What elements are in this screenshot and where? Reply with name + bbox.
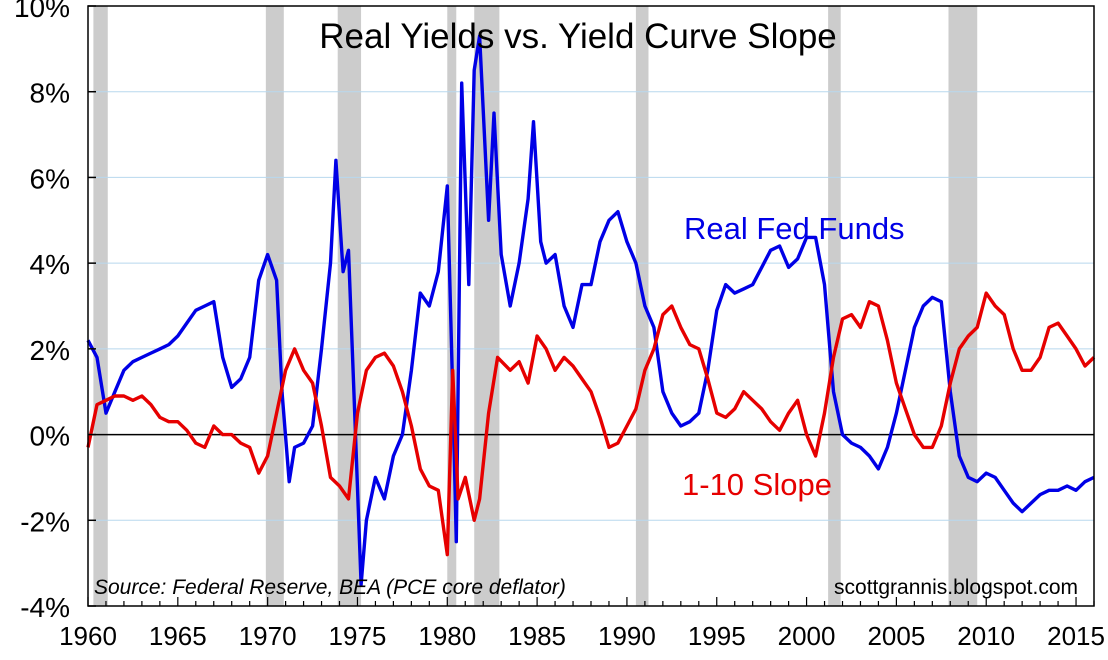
x-tick-label: 1985 (508, 621, 566, 651)
x-tick-label: 2015 (1047, 621, 1105, 651)
y-tick-label: 6% (30, 163, 70, 194)
y-tick-label: 0% (30, 421, 70, 452)
x-tick-label: 1970 (239, 621, 297, 651)
x-tick-label: 1975 (329, 621, 387, 651)
y-tick-label: 10% (14, 0, 70, 23)
x-tick-label: 1960 (59, 621, 117, 651)
recession-band (948, 6, 978, 606)
y-tick-label: 8% (30, 78, 70, 109)
y-tick-label: 4% (30, 249, 70, 280)
series-label-real-fed-funds: Real Fed Funds (684, 211, 905, 246)
x-tick-label: 2005 (867, 621, 925, 651)
y-tick-label: -4% (20, 592, 70, 623)
series-line (86, 34, 1095, 587)
series-lines (86, 34, 1096, 587)
series-line (86, 291, 1096, 557)
y-tick-label: -2% (20, 506, 70, 537)
x-tick-label: 1995 (688, 621, 746, 651)
gridlines (88, 91, 1094, 521)
x-tick-label: 2010 (957, 621, 1015, 651)
source-note: Source: Federal Reserve, BEA (PCE core d… (94, 576, 566, 599)
recession-band (828, 6, 841, 606)
recession-band (635, 6, 649, 606)
chart-title: Real Yields vs. Yield Curve Slope (319, 17, 837, 56)
y-axis-ticks: -4% -2% 0% 2% 4% 6% 8% 10% (14, 0, 96, 623)
recession-band (474, 6, 500, 606)
y-tick-label: 2% (30, 335, 70, 366)
series-label-1-10-slope: 1-10 Slope (682, 467, 832, 502)
x-axis-ticks: 1960 1965 1970 1975 1980 1985 1990 1995 2000 2005… (59, 597, 1105, 651)
x-tick-label: 1965 (149, 621, 207, 651)
credit-text: scottgrannis.blogspot.com (834, 576, 1078, 599)
x-tick-label: 1990 (598, 621, 656, 651)
recession-band (93, 6, 108, 606)
recession-band (265, 6, 284, 606)
x-tick-label: 1980 (418, 621, 476, 651)
x-tick-label: 2000 (778, 621, 836, 651)
recession-bands (93, 6, 978, 606)
